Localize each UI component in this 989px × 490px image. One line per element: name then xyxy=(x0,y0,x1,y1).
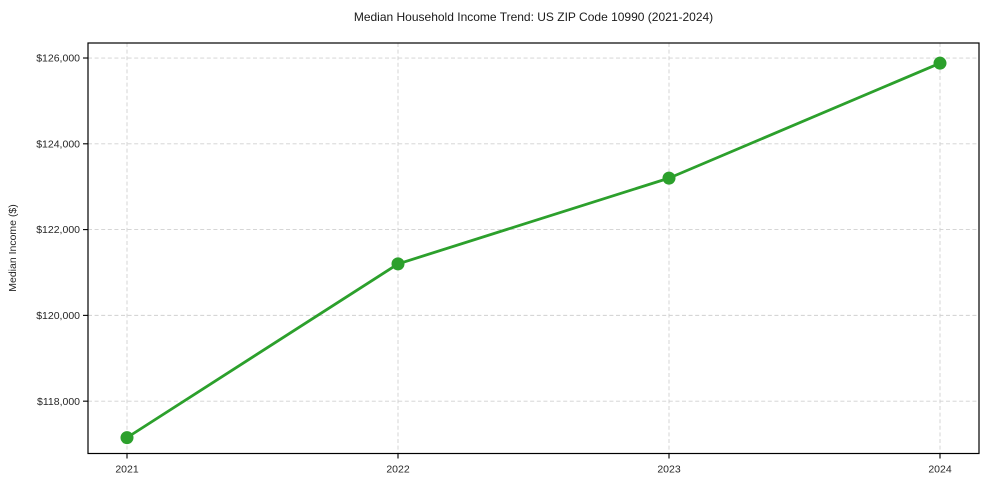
data-point-2024 xyxy=(933,56,947,70)
y-axis-label: Median Income ($) xyxy=(7,204,19,292)
data-series xyxy=(120,56,947,445)
x-tick-label: 2022 xyxy=(386,464,410,476)
y-tick-label: $124,000 xyxy=(36,138,80,150)
tick-labels: $118,000 $120,000 $122,000 $124,000 $126,000… xyxy=(36,53,952,476)
axes xyxy=(83,42,980,459)
data-point-2022 xyxy=(391,257,405,271)
x-tick-label: 2023 xyxy=(657,464,681,476)
x-tick-label: 2024 xyxy=(928,464,952,476)
y-tick-label: $120,000 xyxy=(36,310,80,322)
data-point-2021 xyxy=(120,431,134,445)
chart-title: Median Household Income Trend: US ZIP Co… xyxy=(354,10,713,24)
y-tick-label: $122,000 xyxy=(36,224,80,236)
y-tick-label: $126,000 xyxy=(36,53,80,65)
plot-border xyxy=(87,42,980,455)
y-tick-label: $118,000 xyxy=(37,396,80,408)
gridlines xyxy=(88,43,979,454)
x-tick-label: 2021 xyxy=(115,464,139,476)
trend-line xyxy=(125,61,942,440)
data-point-2023 xyxy=(662,171,676,185)
